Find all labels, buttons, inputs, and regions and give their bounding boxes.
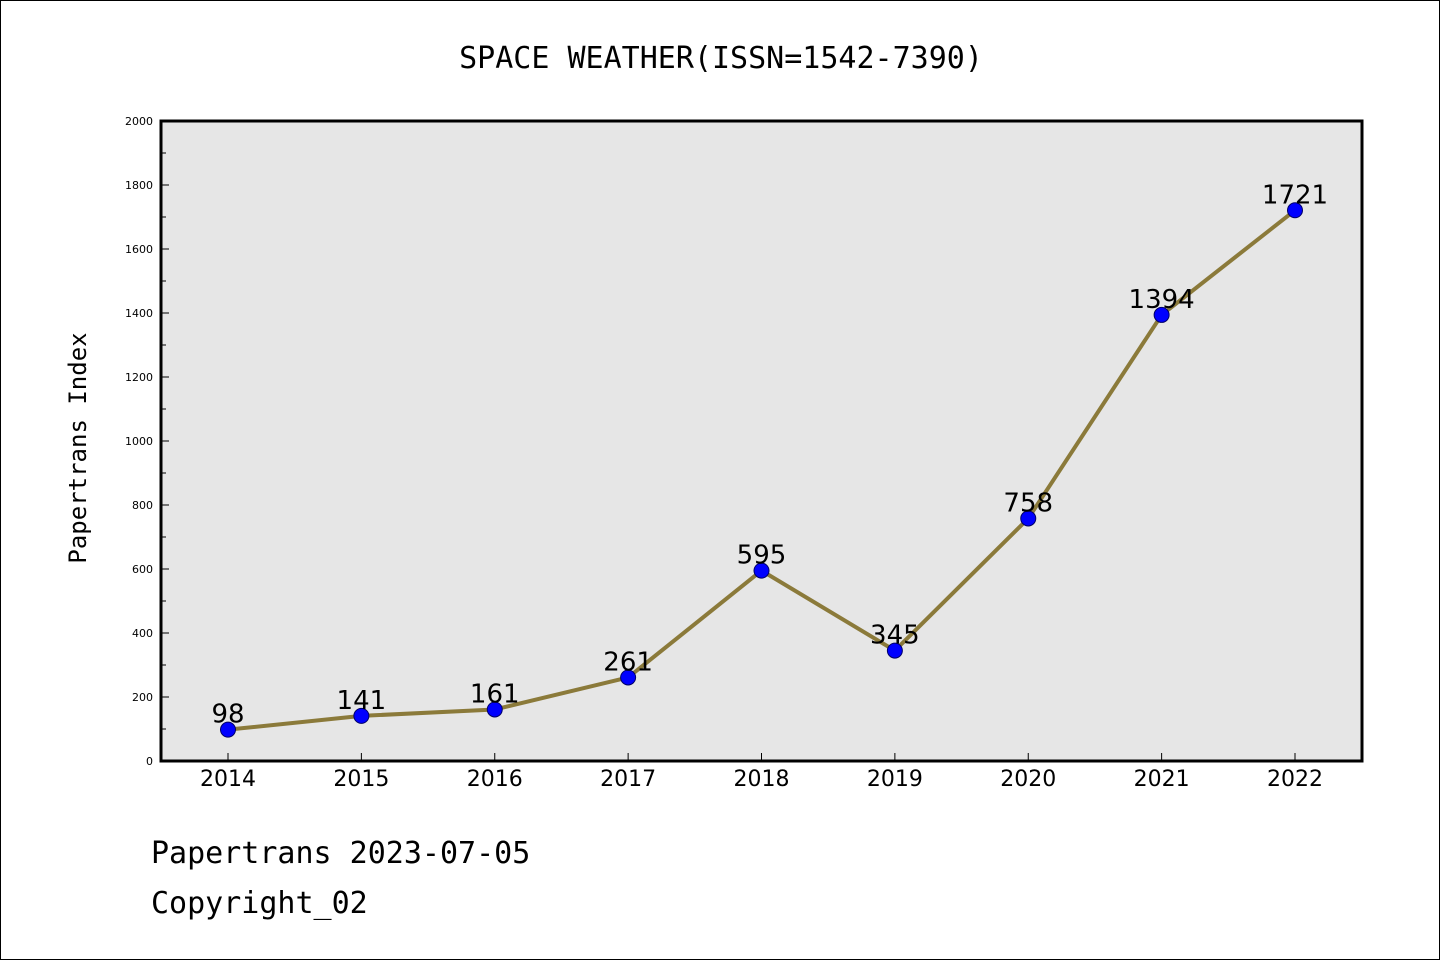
- x-tick-label: 2020: [1000, 767, 1056, 792]
- y-tick-label: 800: [132, 499, 153, 512]
- x-tick-label: 2022: [1267, 767, 1323, 792]
- x-tick-label: 2016: [467, 767, 523, 792]
- x-tick-label: 2015: [333, 767, 389, 792]
- data-label: 1394: [1129, 285, 1195, 315]
- data-label: 758: [1003, 488, 1053, 518]
- data-label: 595: [737, 541, 787, 571]
- y-tick-label: 1200: [125, 371, 153, 384]
- y-tick-label: 1000: [125, 435, 153, 448]
- x-tick-label: 2019: [867, 767, 923, 792]
- x-axis-ticks: 2014 2015 2016 2017 2018 2019 2020 2021 2022: [200, 753, 1323, 792]
- data-point: [1287, 202, 1303, 219]
- data-point: [1020, 510, 1037, 527]
- footer-copyright-text: Copyright_02: [151, 886, 368, 921]
- data-label: 161: [470, 679, 520, 709]
- x-tick-label: 2014: [200, 767, 256, 792]
- y-tick-label: 1600: [125, 243, 153, 256]
- y-tick-label: 2000: [125, 115, 153, 128]
- data-label: 1721: [1262, 180, 1328, 210]
- y-axis-ticks: 0 200 400 600 800 1000 1200 1400 1600 1800 2000: [125, 115, 169, 768]
- y-tick-label: 200: [132, 691, 153, 704]
- data-point: [353, 707, 370, 724]
- y-tick-label: 1400: [125, 307, 153, 320]
- data-point: [1153, 306, 1170, 323]
- data-point: [220, 721, 236, 738]
- data-label: 261: [603, 647, 653, 677]
- data-point: [620, 669, 637, 686]
- y-tick-label: 400: [132, 627, 153, 640]
- x-tick-label: 2017: [600, 767, 656, 792]
- data-label: 141: [337, 686, 387, 716]
- footer-date-text: Papertrans 2023-07-05: [151, 836, 531, 871]
- chart-title: SPACE WEATHER(ISSN=1542-7390): [459, 41, 983, 76]
- y-tick-label: 0: [146, 755, 153, 768]
- data-markers: [220, 202, 1303, 738]
- data-point: [486, 701, 503, 718]
- x-tick-label: 2021: [1134, 767, 1190, 792]
- data-point: [886, 642, 903, 659]
- y-tick-label: 600: [132, 563, 153, 576]
- y-axis-label: Papertrans Index: [64, 332, 92, 563]
- plot-area: [161, 121, 1362, 761]
- y-tick-label: 1800: [125, 179, 153, 192]
- data-labels: 98 141 161 261 595 345 758 1394 1721: [211, 180, 1328, 729]
- data-label: 345: [870, 621, 920, 651]
- plot-frame: [159, 119, 1364, 763]
- x-tick-label: 2018: [734, 767, 790, 792]
- data-point: [753, 562, 770, 579]
- data-label: 98: [211, 700, 244, 730]
